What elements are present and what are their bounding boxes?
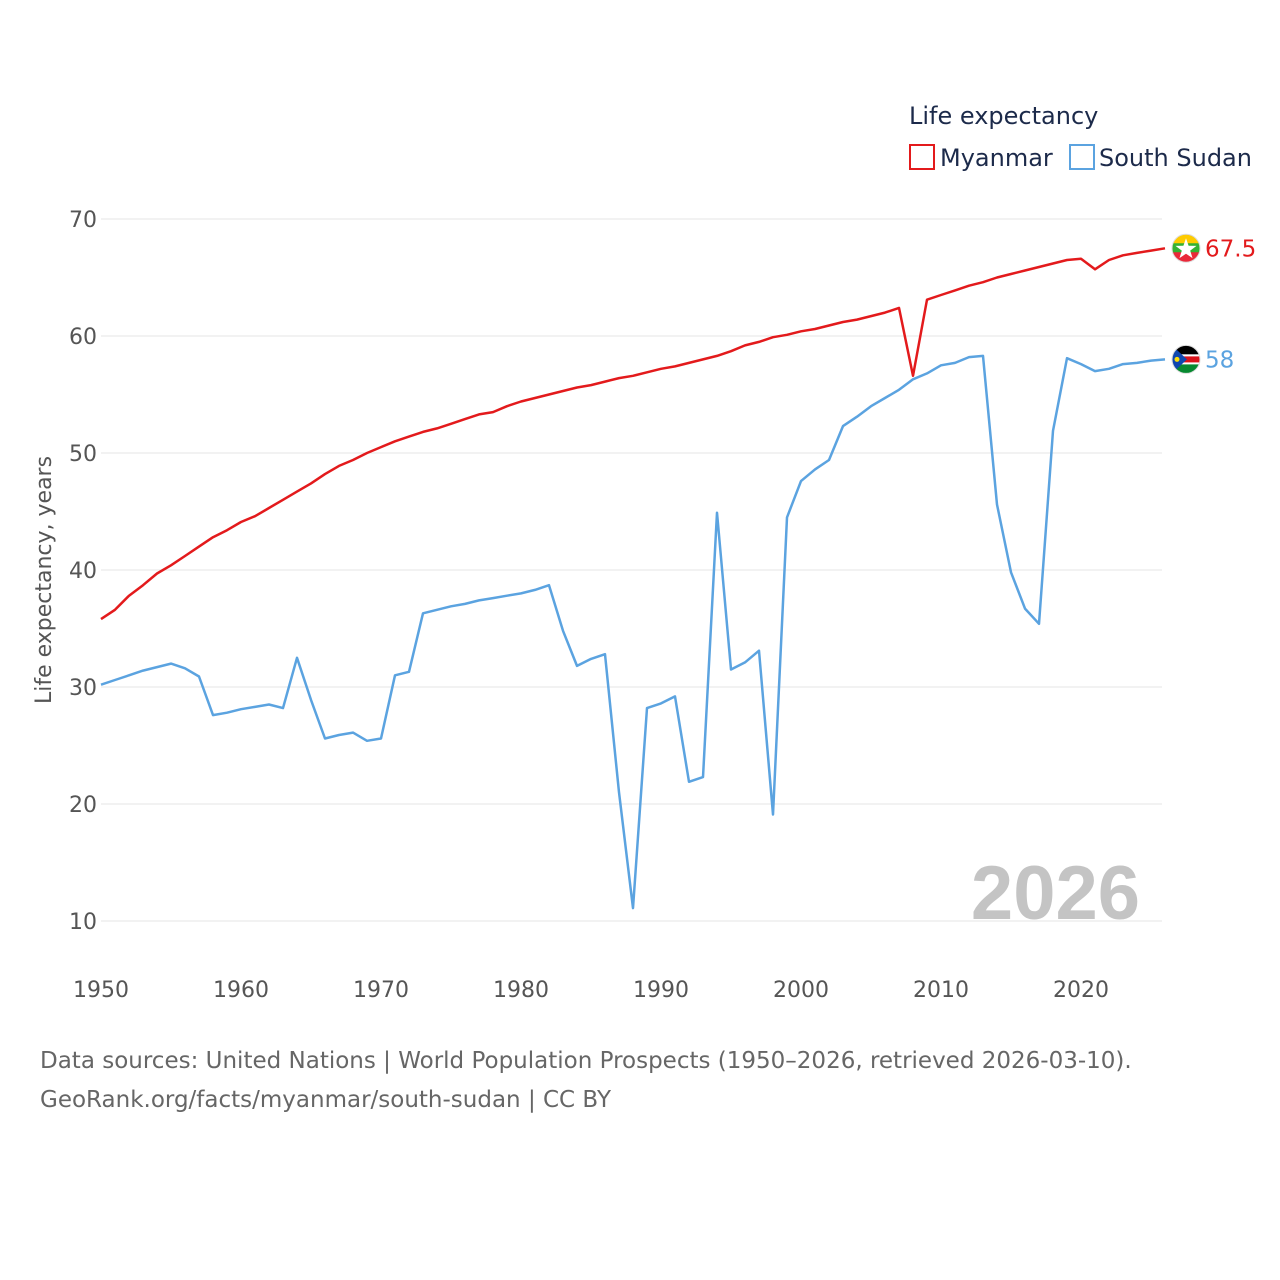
x-tick-label: 1990 — [633, 978, 689, 1003]
end-value-label-myanmar: 67.5 — [1205, 236, 1256, 262]
y-axis: 10 20 30 40 50 60 70 — [69, 208, 97, 935]
myanmar-flag-icon — [1171, 233, 1201, 263]
x-tick-label: 1950 — [73, 978, 129, 1003]
south-sudan-flag-icon — [1171, 344, 1201, 374]
year-watermark: 2026 — [971, 851, 1140, 936]
series-end-markers: 67.5 58 — [1171, 233, 1256, 374]
x-tick-label: 1970 — [353, 978, 409, 1003]
y-tick-label: 40 — [69, 559, 97, 584]
x-axis: 1950 1960 1970 1980 1990 2000 2010 2020 — [73, 978, 1109, 1003]
y-axis-label: Life expectancy, years — [32, 456, 57, 704]
y-tick-label: 70 — [69, 208, 97, 233]
line-chart: 10 20 30 40 50 60 70 1950 1960 1970 1980 1990 2000 2… — [32, 102, 1256, 1003]
series-lines — [100, 247, 1166, 910]
y-tick-label: 50 — [69, 442, 97, 467]
legend-label-south-sudan: South Sudan — [1099, 144, 1252, 172]
y-tick-label: 60 — [69, 325, 97, 350]
series-line-myanmar[interactable] — [100, 247, 1166, 621]
y-tick-label: 20 — [69, 793, 97, 818]
source-note: Data sources: United Nations | World Pop… — [40, 1042, 1132, 1120]
x-tick-label: 1960 — [213, 978, 269, 1003]
legend-label-myanmar: Myanmar — [940, 144, 1053, 172]
legend-swatch-myanmar — [909, 144, 935, 170]
x-tick-label: 2020 — [1053, 978, 1109, 1003]
x-tick-label: 1980 — [493, 978, 549, 1003]
source-line-1: Data sources: United Nations | World Pop… — [40, 1048, 1132, 1074]
series-line-south-sudan[interactable] — [100, 354, 1166, 910]
source-line-2[interactable]: GeoRank.org/facts/myanmar/south-sudan | … — [40, 1087, 612, 1113]
x-tick-label: 2010 — [913, 978, 969, 1003]
y-tick-label: 10 — [69, 910, 97, 935]
legend-swatch-south-sudan — [1069, 144, 1095, 170]
x-tick-label: 2000 — [773, 978, 829, 1003]
grid-lines — [101, 218, 1162, 922]
y-tick-label: 30 — [69, 676, 97, 701]
legend: Life expectancy Myanmar South Sudan — [909, 102, 1252, 172]
legend-item-south-sudan[interactable]: South Sudan — [1069, 144, 1252, 172]
end-value-label-south-sudan: 58 — [1205, 347, 1234, 373]
legend-item-myanmar[interactable]: Myanmar — [909, 144, 1053, 172]
legend-title: Life expectancy — [909, 102, 1098, 130]
